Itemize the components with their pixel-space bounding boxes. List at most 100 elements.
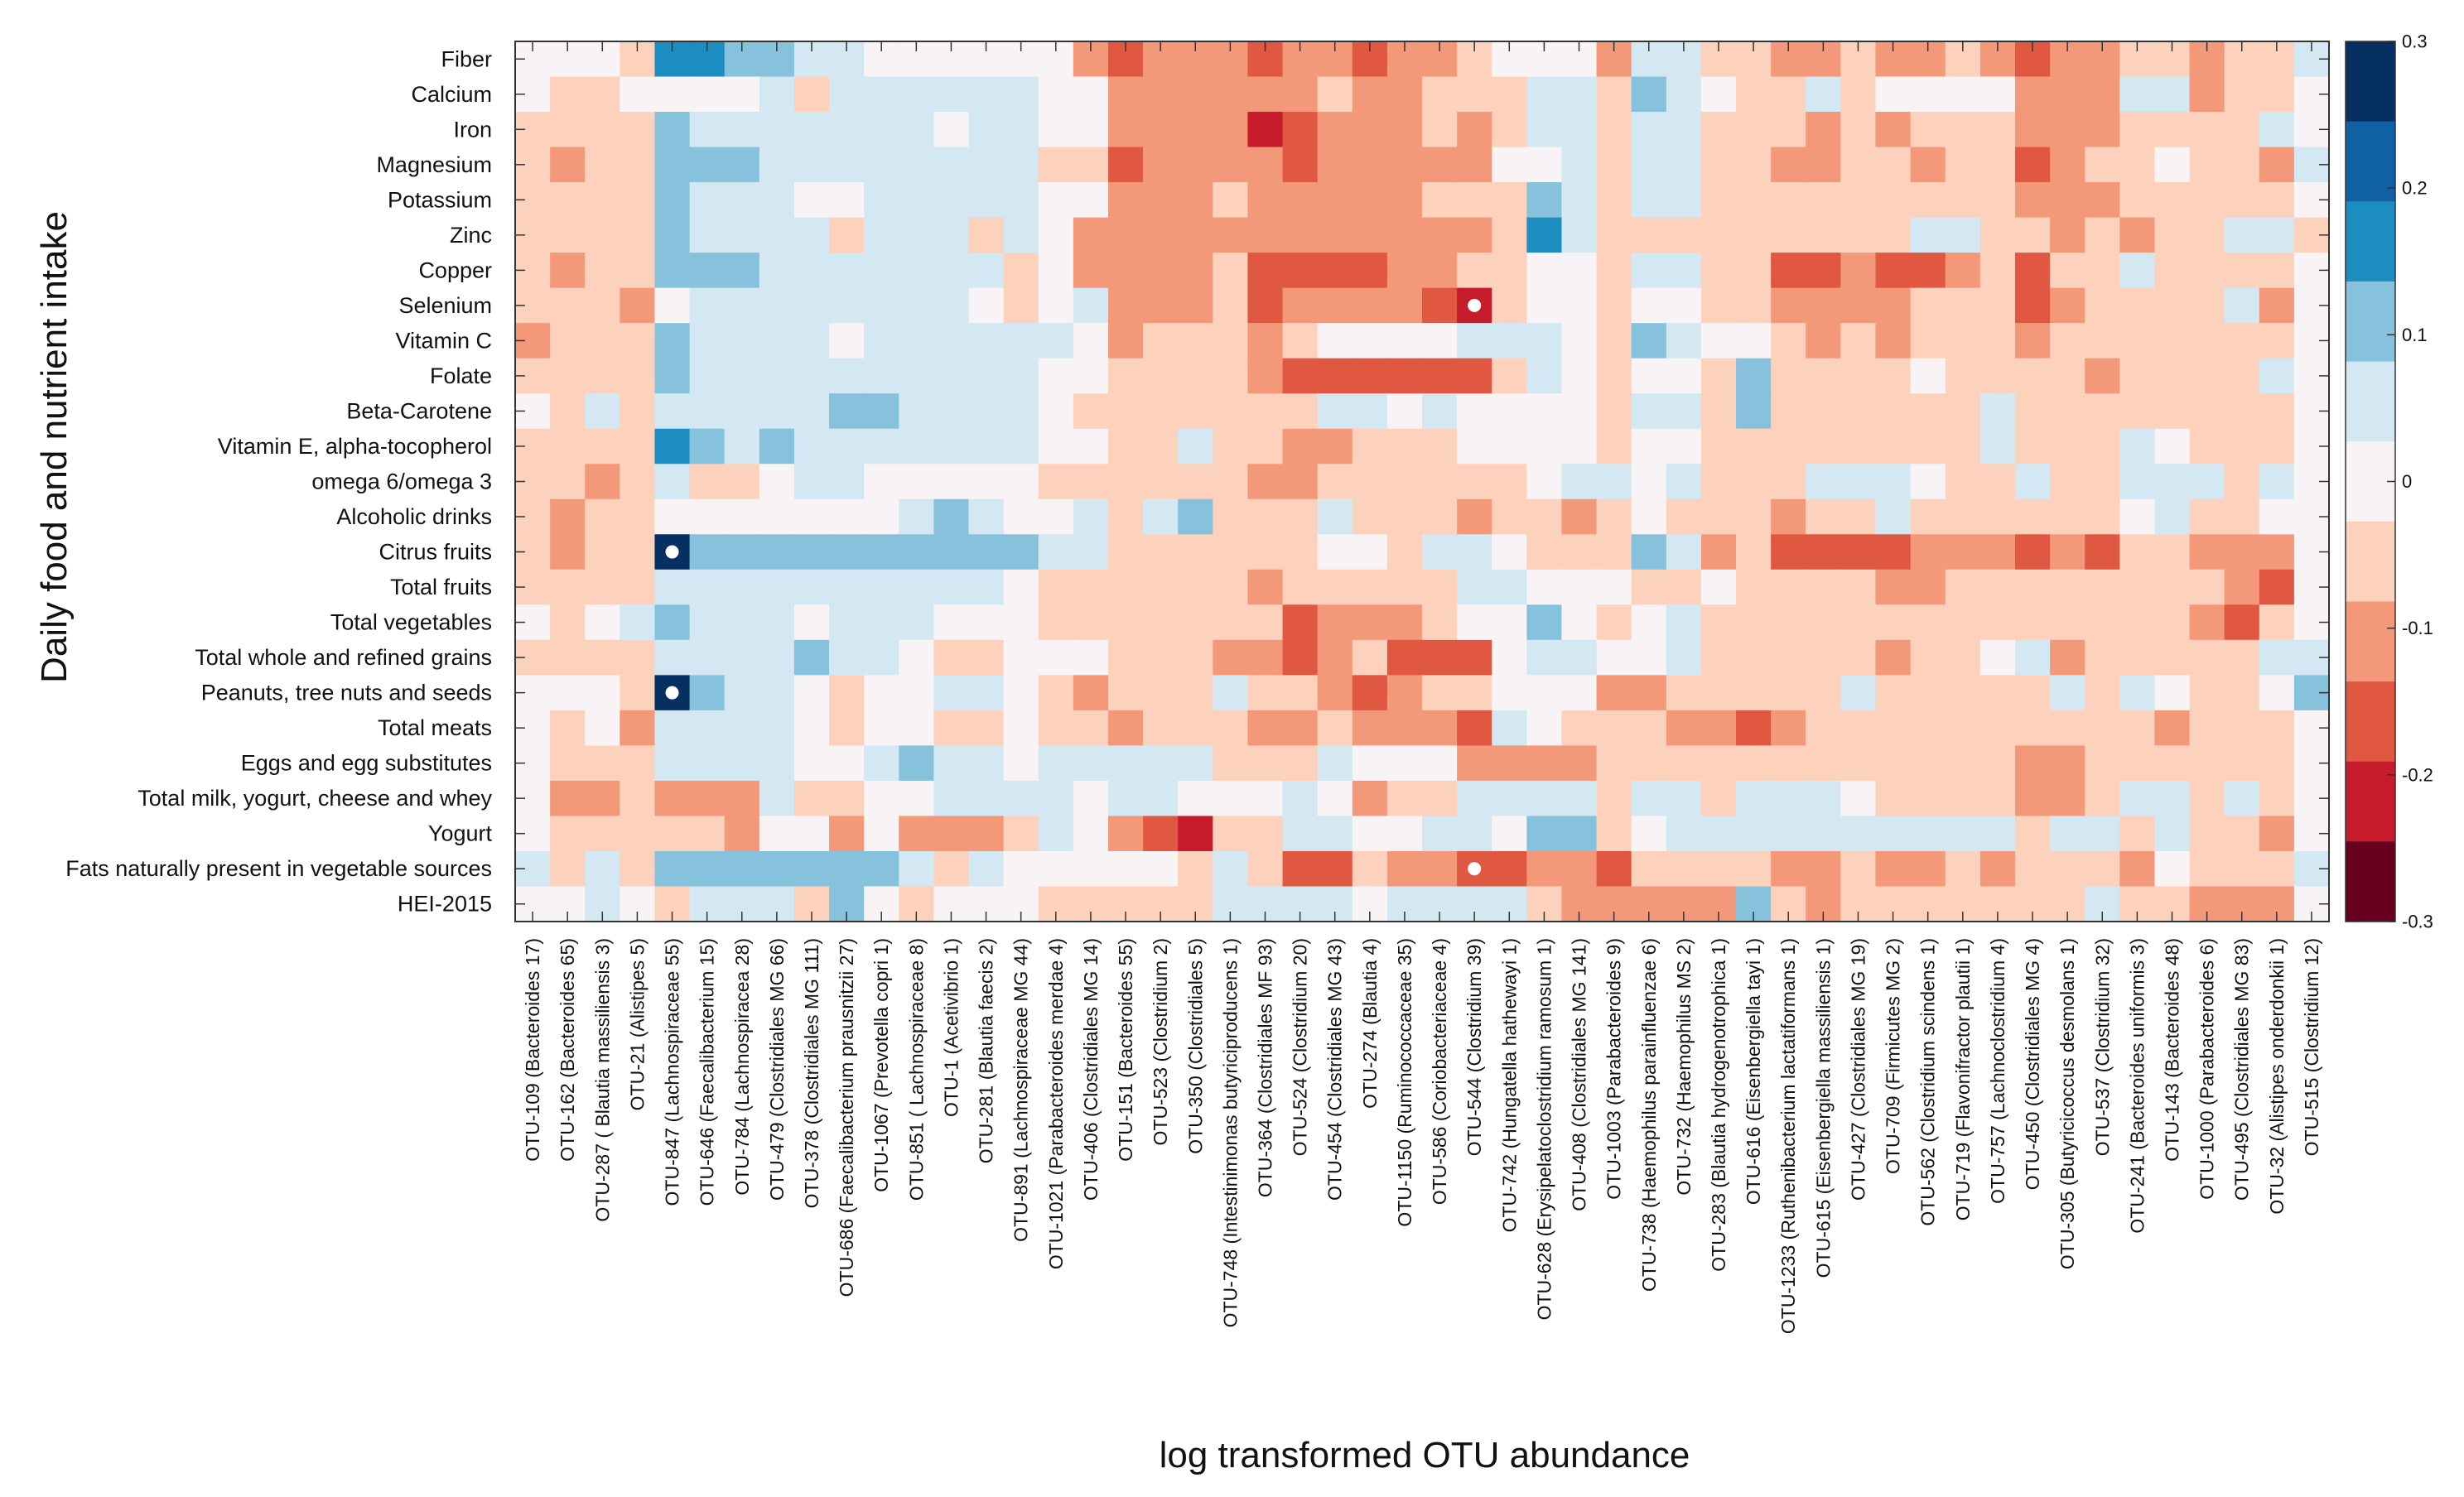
heatmap-cell xyxy=(1073,428,1109,465)
heatmap-cell xyxy=(620,569,656,605)
heatmap-cell xyxy=(2259,569,2295,605)
heatmap-cell xyxy=(1526,675,1563,711)
heatmap-cell xyxy=(829,604,865,641)
heatmap-cell xyxy=(1143,745,1179,782)
heatmap-cell xyxy=(2050,217,2085,253)
heatmap-cell xyxy=(1666,675,1702,711)
heatmap-cell xyxy=(933,428,970,465)
heatmap-cell xyxy=(654,147,691,183)
heatmap-cell xyxy=(1596,464,1632,500)
heatmap-cell xyxy=(1073,253,1109,289)
heatmap-cell xyxy=(1282,604,1319,641)
heatmap-cell xyxy=(933,112,970,148)
heatmap-cell xyxy=(2259,534,2295,570)
heatmap-cell xyxy=(1386,76,1423,113)
heatmap-cell xyxy=(1561,217,1598,253)
heatmap-cell xyxy=(793,147,830,183)
heatmap-cell xyxy=(1910,710,1946,746)
heatmap-cell xyxy=(1352,745,1388,782)
column-label: OTU-450 (Clostridiales MG 4) xyxy=(2022,938,2043,1190)
heatmap-cell xyxy=(550,850,586,888)
heatmap-cell xyxy=(1317,850,1353,888)
heatmap-cell xyxy=(1736,604,1772,641)
heatmap-cell xyxy=(933,780,970,817)
heatmap-cell xyxy=(724,604,760,641)
heatmap-cell xyxy=(1352,710,1388,746)
heatmap-cell xyxy=(2259,464,2295,500)
heatmap-cell xyxy=(1910,675,1946,711)
heatmap-cell xyxy=(1945,217,1981,253)
colorbar-tick-label: -0.2 xyxy=(2402,764,2433,785)
heatmap-cell xyxy=(1806,464,1841,500)
heatmap-cell xyxy=(1282,393,1319,430)
heatmap-cell xyxy=(724,358,760,394)
heatmap-cell xyxy=(654,287,691,324)
heatmap-cell xyxy=(793,675,830,711)
heatmap-cell xyxy=(2224,569,2260,605)
column-label: OTU-515 (Clostridium 12) xyxy=(2301,938,2322,1156)
heatmap-cell xyxy=(759,850,795,888)
heatmap-cell xyxy=(1910,464,1946,500)
heatmap-cell xyxy=(1979,253,2016,289)
heatmap-cell xyxy=(620,604,656,641)
heatmap-cell xyxy=(620,710,656,746)
heatmap-cell xyxy=(759,323,795,359)
column-label: OTU-732 (Haemophilus MS 2) xyxy=(1673,938,1695,1196)
heatmap-cell xyxy=(2189,639,2225,676)
heatmap-cell xyxy=(1213,182,1249,219)
heatmap-cell xyxy=(1003,253,1039,289)
heatmap-cell xyxy=(1875,569,1912,605)
heatmap-cell xyxy=(759,639,795,676)
heatmap-cell xyxy=(2224,464,2260,500)
heatmap-cell xyxy=(933,464,970,500)
heatmap-cell xyxy=(1386,428,1423,465)
heatmap-cell xyxy=(2014,253,2051,289)
heatmap-cell xyxy=(1979,639,2016,676)
heatmap-cell xyxy=(1386,253,1423,289)
heatmap-cell xyxy=(1526,604,1563,641)
heatmap-cell xyxy=(1979,675,2016,711)
heatmap-cell xyxy=(829,498,865,535)
heatmap-cell xyxy=(864,816,899,852)
heatmap-cell xyxy=(1038,604,1074,641)
heatmap-cell xyxy=(1700,780,1737,817)
column-label: OTU-454 (Clostridiales MG 43) xyxy=(1324,938,1346,1201)
heatmap-cell xyxy=(793,569,830,605)
heatmap-cell xyxy=(689,464,726,500)
heatmap-cell xyxy=(1840,217,1877,253)
heatmap-cell xyxy=(1596,358,1632,394)
heatmap-cell xyxy=(620,76,656,113)
heatmap-cell xyxy=(1422,182,1458,219)
heatmap-cell xyxy=(2085,76,2120,113)
heatmap-cell xyxy=(1596,604,1632,641)
heatmap-cell xyxy=(2085,217,2120,253)
heatmap-cell xyxy=(1561,639,1598,676)
heatmap-cell xyxy=(1736,569,1772,605)
heatmap-cell xyxy=(968,710,1005,746)
column-label: OTU-479 (Clostridiales MG 66) xyxy=(766,938,788,1201)
heatmap-cell xyxy=(1003,76,1039,113)
heatmap-cell xyxy=(550,182,586,219)
row-label: Citrus fruits xyxy=(379,540,492,565)
heatmap-cell xyxy=(2259,323,2295,359)
heatmap-cell xyxy=(1178,323,1213,359)
heatmap-cell xyxy=(1107,112,1144,148)
heatmap-cell xyxy=(1596,780,1632,817)
heatmap-cell xyxy=(1386,534,1423,570)
heatmap-cell xyxy=(654,393,691,430)
heatmap-cell xyxy=(1561,358,1598,394)
heatmap-cell xyxy=(829,323,865,359)
heatmap-cell xyxy=(1073,780,1109,817)
heatmap-cell xyxy=(1736,639,1772,676)
colorbar-segment xyxy=(2346,201,2395,282)
heatmap-cell xyxy=(2259,639,2295,676)
heatmap-cell xyxy=(550,675,586,711)
heatmap-cell xyxy=(1736,358,1772,394)
heatmap-cell xyxy=(654,358,691,394)
heatmap-cell xyxy=(1282,182,1319,219)
heatmap-cell xyxy=(1492,816,1527,852)
column-label: OTU-281 (Blautia faecis 2) xyxy=(976,938,997,1163)
heatmap-cell xyxy=(1806,428,1841,465)
heatmap-cell xyxy=(2189,780,2225,817)
heatmap-cell xyxy=(1771,604,1806,641)
